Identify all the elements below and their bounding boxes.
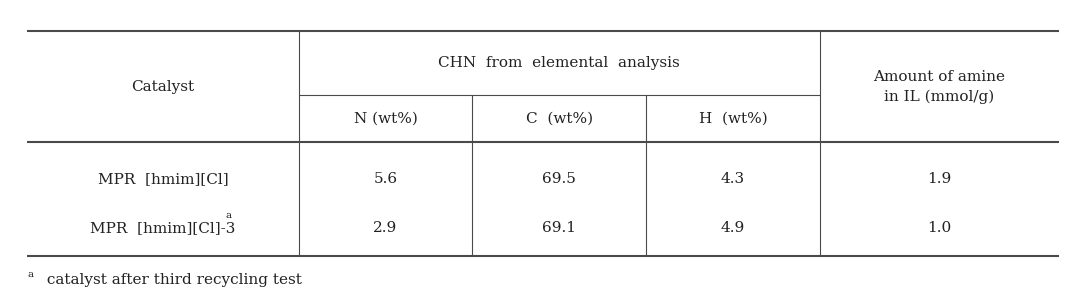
Text: 1.0: 1.0 (927, 221, 951, 235)
Text: 2.9: 2.9 (374, 221, 397, 235)
Text: 4.9: 4.9 (721, 221, 745, 235)
Text: a: a (226, 211, 232, 220)
Text: Amount of amine
in IL (mmol/g): Amount of amine in IL (mmol/g) (873, 70, 1006, 104)
Text: a: a (27, 270, 34, 279)
Text: 69.5: 69.5 (542, 172, 577, 186)
Text: H  (wt%): H (wt%) (698, 111, 768, 126)
Text: 1.9: 1.9 (927, 172, 951, 186)
Text: C  (wt%): C (wt%) (526, 111, 593, 126)
Text: Catalyst: Catalyst (131, 80, 194, 94)
Text: 4.3: 4.3 (721, 172, 745, 186)
Text: MPR  [hmim][Cl]-3: MPR [hmim][Cl]-3 (90, 221, 236, 235)
Text: 69.1: 69.1 (542, 221, 577, 235)
Text: 5.6: 5.6 (374, 172, 397, 186)
Text: CHN  from  elemental  analysis: CHN from elemental analysis (439, 56, 680, 70)
Text: MPR  [hmim][Cl]: MPR [hmim][Cl] (98, 172, 228, 186)
Text: N (wt%): N (wt%) (354, 111, 417, 126)
Text: catalyst after third recycling test: catalyst after third recycling test (42, 273, 302, 287)
